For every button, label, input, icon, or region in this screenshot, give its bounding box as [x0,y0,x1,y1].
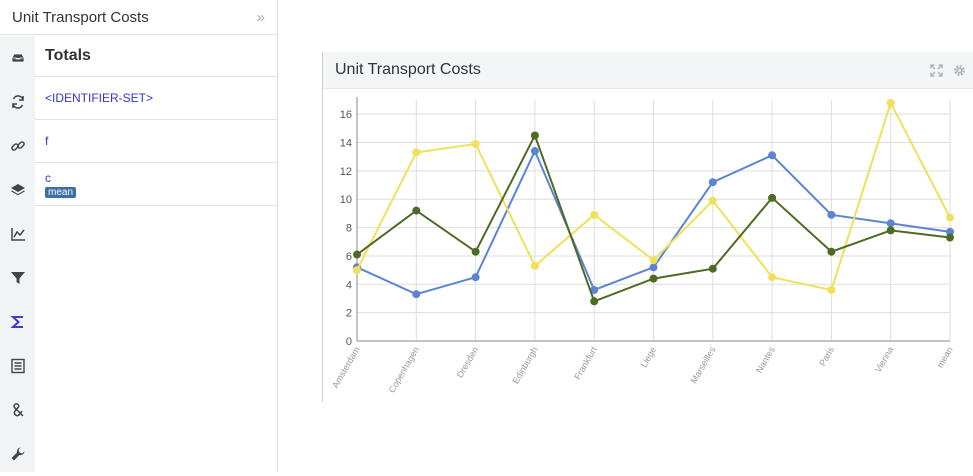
sigma-icon[interactable] [0,300,35,344]
row-label: c [45,170,51,185]
data-point [530,131,539,140]
data-point [708,178,717,187]
y-tick-label: 14 [340,138,352,150]
data-point [649,274,658,283]
x-tick-label: Edinburgh [510,345,539,386]
data-point [353,250,361,259]
data-point [768,151,777,160]
row-c[interactable]: c mean [35,163,277,206]
y-tick-label: 8 [346,223,352,235]
x-tick-label: Copenhagen [387,345,421,395]
y-tick-label: 4 [346,279,352,291]
y-tick-label: 12 [340,166,352,178]
data-point [590,285,599,294]
data-point [886,226,895,235]
data-point [471,247,480,256]
y-tick-label: 10 [340,194,352,206]
refresh-icon[interactable] [0,80,35,124]
mean-badge: mean [45,186,77,198]
row-label: f [45,134,49,148]
layers-icon[interactable] [0,168,35,212]
data-point [649,263,658,272]
data-point [768,273,777,282]
line-chart: 0 2 4 6 8 10 12 14 16 Amsterdam Copenhagen Dresden E… [330,97,955,395]
data-point [708,264,717,273]
data-point [590,210,599,219]
data-point [530,147,539,156]
x-tick-label: Nantes [754,345,777,375]
data-point [708,196,717,205]
x-tick-label: Liege [639,345,659,369]
line-chart-icon[interactable] [0,212,35,256]
y-tick-label: 2 [346,308,352,320]
x-tick-label: Frankfurt [572,345,599,382]
x-tick-label: mean [935,345,955,369]
data-point [590,297,599,306]
widget-header: Unit Transport Costs [323,52,973,89]
widget-tools [930,63,966,77]
sidebar-header: Unit Transport Costs » [0,0,277,35]
panel-title: Totals [35,36,277,77]
y-tick-label: 0 [346,336,352,348]
ampersand-icon[interactable] [0,388,35,432]
row-label: <IDENTIFIER-SET> [45,91,154,105]
data-point [946,227,954,236]
row-f[interactable]: f [35,120,277,163]
sidebar: Unit Transport Costs » [0,0,278,472]
icon-toolbar [0,36,35,472]
data-point [946,233,954,242]
data-point [649,256,658,265]
totals-panel: Totals <IDENTIFIER-SET> f c mean [35,36,277,206]
x-tick-label: Vienna [873,345,896,374]
collapse-sidebar-button[interactable]: » [256,8,265,26]
data-point [886,98,895,107]
data-point [827,210,836,219]
data-point [827,285,836,294]
x-tick-label: Marseilles [689,345,718,386]
link-icon[interactable] [0,124,35,168]
data-point [353,266,361,275]
data-point [471,273,480,282]
data-point [946,213,954,222]
data-point [471,139,480,148]
list-icon[interactable] [0,344,35,388]
data-point [886,219,895,228]
row-identifier-set[interactable]: <IDENTIFIER-SET> [35,77,277,120]
data-point [412,290,421,299]
gear-icon[interactable] [953,64,966,77]
fullscreen-icon[interactable] [930,63,943,77]
x-tick-label: Amsterdam [330,345,362,390]
y-tick-label: 6 [346,251,352,263]
y-tick-label: 16 [340,109,352,121]
x-tick-label: Paris [817,345,836,368]
x-tick-label: Dresden [455,345,481,379]
data-point [768,193,777,202]
filter-icon[interactable] [0,256,35,300]
sidebar-title: Unit Transport Costs [12,8,149,26]
data-point [412,148,421,157]
data-point [530,261,539,270]
chart-widget: Unit Transport Costs 0 2 4 6 8 10 12 14 16 Amster… [322,52,973,402]
wrench-icon[interactable] [0,432,35,476]
widget-title: Unit Transport Costs [335,61,481,78]
data-point [827,247,836,256]
data-point [412,206,421,215]
tray-icon[interactable] [0,36,35,80]
